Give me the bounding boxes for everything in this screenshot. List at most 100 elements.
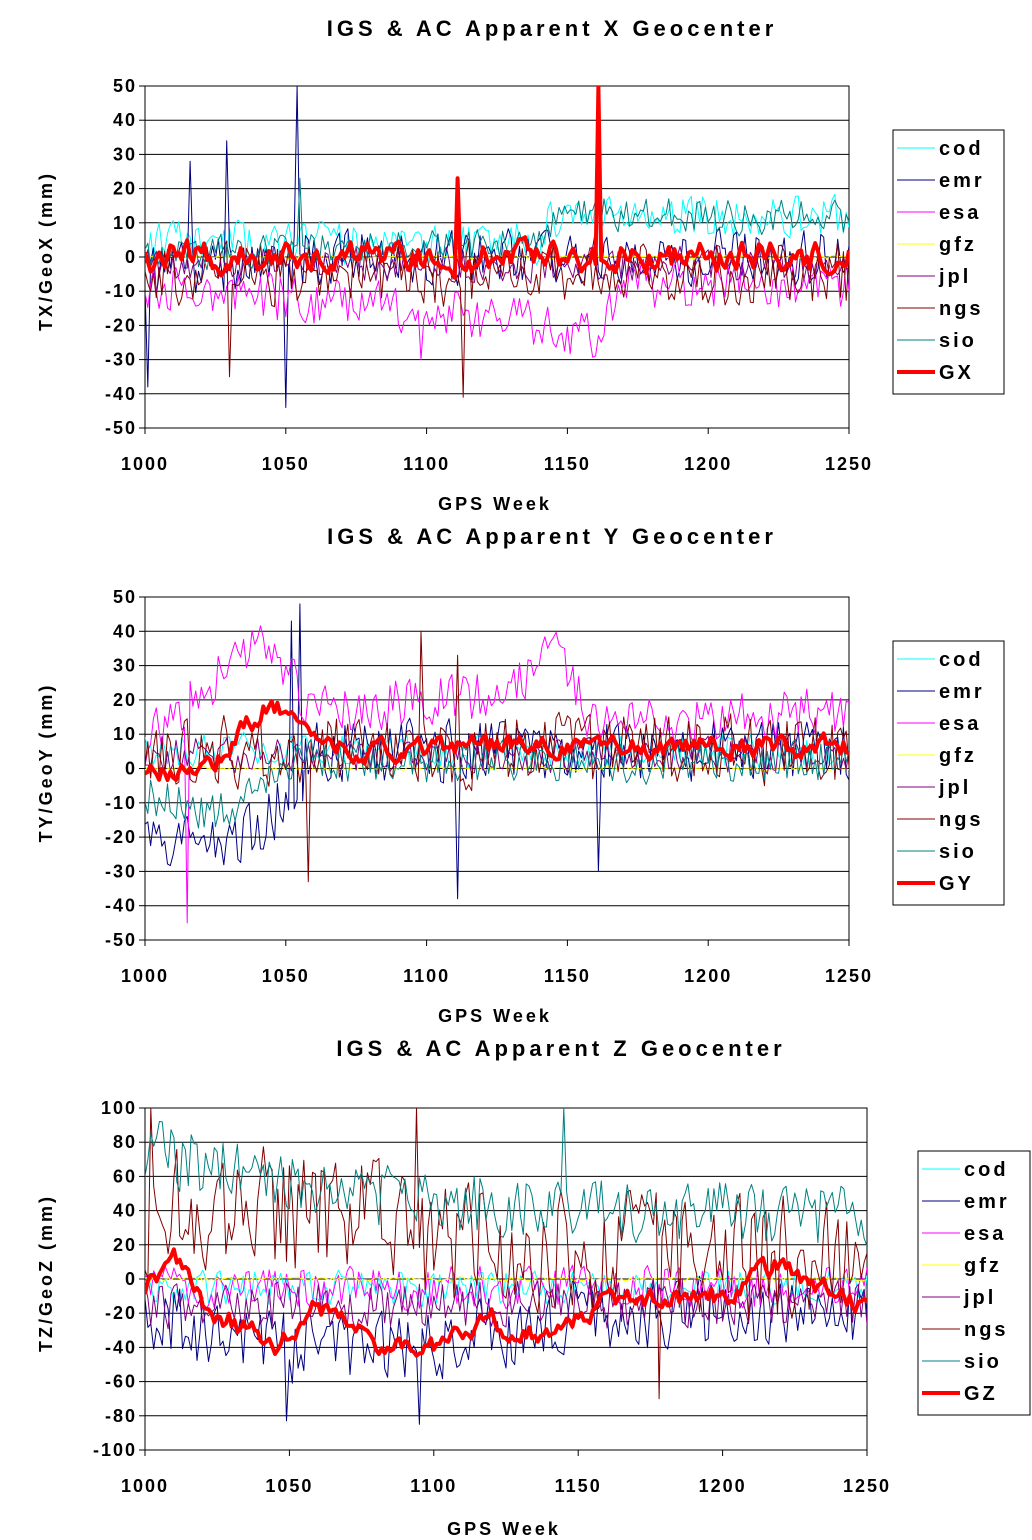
x-tick-label: 1000 (121, 1476, 169, 1496)
y-tick-label: 100 (101, 1098, 137, 1118)
series-line-GY (145, 699, 849, 783)
legend-label: esa (964, 1223, 1006, 1245)
y-tick-label: -60 (105, 1372, 137, 1392)
y-tick-label: 40 (113, 1201, 137, 1221)
series-line-jpl (145, 1278, 867, 1331)
y-tick-label: 40 (113, 621, 137, 641)
y-tick-label: 20 (113, 690, 137, 710)
y-tick-label: -40 (105, 1337, 137, 1357)
legend-label: emr (939, 681, 985, 703)
legend-label: GZ (964, 1383, 998, 1405)
y-tick-label: -80 (105, 1406, 137, 1426)
y-tick-label: 20 (113, 179, 137, 199)
x-tick-label: 1150 (555, 1476, 602, 1496)
y-tick-label: 10 (113, 213, 137, 233)
chart-title: IGS & AC Apparent X Geocenter (327, 16, 778, 41)
series-line-esa (145, 1264, 867, 1311)
x-tick-label: 1150 (544, 454, 591, 474)
legend-label: emr (939, 170, 985, 192)
x-tick-label: 1250 (825, 454, 873, 474)
chart-title: IGS & AC Apparent Y Geocenter (327, 524, 777, 549)
series-line-ngs (145, 630, 849, 883)
legend-label: sio (939, 330, 977, 352)
x-tick-label: 1050 (262, 966, 310, 986)
chart-2: IGS & AC Apparent Y Geocenter50403020100… (36, 524, 1005, 1026)
series-line-emr (145, 1275, 867, 1425)
y-tick-label: 40 (113, 110, 137, 130)
legend-label: GX (939, 362, 974, 384)
legend-label: jpl (963, 1287, 996, 1309)
x-tick-label: 1100 (403, 454, 450, 474)
x-tick-label: 1000 (121, 454, 169, 474)
x-tick-label: 1050 (262, 454, 310, 474)
legend-label: gfz (964, 1255, 1002, 1277)
legend-label: cod (939, 649, 984, 671)
y-tick-label: 60 (113, 1166, 137, 1186)
legend-label: ngs (964, 1319, 1009, 1341)
y-tick-label: -20 (105, 315, 137, 335)
y-axis-label: TZ/GeoZ (mm) (36, 1194, 56, 1352)
legend-label: jpl (938, 777, 971, 799)
legend-label: emr (964, 1191, 1010, 1213)
series-line-esa (145, 258, 849, 361)
x-tick-label: 1250 (825, 966, 873, 986)
y-tick-label: 0 (125, 759, 137, 779)
legend-box (892, 640, 1005, 906)
y-tick-label: -10 (105, 281, 137, 301)
y-tick-label: -40 (105, 896, 137, 916)
y-tick-label: 30 (113, 656, 137, 676)
series-line-GX (145, 86, 849, 280)
y-tick-label: -20 (105, 827, 137, 847)
series-line-GZ (145, 1247, 867, 1358)
y-tick-label: 10 (113, 724, 137, 744)
x-tick-label: 1050 (265, 1476, 313, 1496)
legend-label: ngs (939, 298, 984, 320)
legend: cod emr esa gfz jpl ngs sio GX (892, 129, 1005, 395)
y-tick-label: 30 (113, 144, 137, 164)
y-tick-label: -30 (105, 861, 137, 881)
x-axis-label: GPS Week (438, 1006, 552, 1026)
series-line-gfz (145, 766, 849, 771)
legend-label: sio (939, 841, 977, 863)
legend-label: esa (939, 713, 981, 735)
x-tick-label: 1200 (699, 1476, 747, 1496)
y-tick-label: -100 (93, 1440, 137, 1460)
y-tick-label: -50 (105, 930, 137, 950)
y-tick-label: 80 (113, 1132, 137, 1152)
series-line-ngs (145, 1108, 867, 1400)
y-tick-label: 50 (113, 587, 137, 607)
plot-area (144, 596, 850, 941)
chart-title: IGS & AC Apparent Z Geocenter (336, 1036, 785, 1061)
y-tick-label: -40 (105, 384, 137, 404)
x-tick-label: 1000 (121, 966, 169, 986)
x-axis-label: GPS Week (438, 494, 552, 514)
legend-label: ngs (939, 809, 984, 831)
legend-label: GY (939, 873, 974, 895)
chart-1: IGS & AC Apparent X Geocenter50403020100… (36, 16, 1005, 514)
x-axis-label: GPS Week (447, 1519, 561, 1539)
y-axis-label: TY/GeoY (mm) (36, 683, 56, 843)
x-tick-label: 1100 (410, 1476, 457, 1496)
legend-label: esa (939, 202, 981, 224)
legend-label: cod (939, 138, 984, 160)
y-axis-label: TX/GeoX (mm) (36, 171, 56, 331)
legend: cod emr esa gfz jpl ngs sio GZ (917, 1150, 1031, 1416)
legend: cod emr esa gfz jpl ngs sio GY (892, 640, 1005, 906)
x-tick-label: 1250 (843, 1476, 891, 1496)
legend-label: cod (964, 1159, 1009, 1181)
series-line-esa (145, 625, 849, 924)
legend-label: gfz (939, 745, 977, 767)
x-tick-label: 1150 (544, 966, 591, 986)
series-line-sio (145, 177, 849, 271)
y-tick-label: -20 (105, 1303, 137, 1323)
chart-3: IGS & AC Apparent Z Geocenter 100 80 60 40 20… (36, 1036, 1031, 1539)
series-line-sio (145, 1108, 867, 1247)
legend-label: jpl (938, 266, 971, 288)
y-tick-label: -10 (105, 793, 137, 813)
legend-label: gfz (939, 234, 977, 256)
legend-box (892, 129, 1005, 395)
y-tick-label: -30 (105, 350, 137, 370)
legend-box (917, 1150, 1031, 1416)
x-tick-label: 1200 (684, 966, 732, 986)
